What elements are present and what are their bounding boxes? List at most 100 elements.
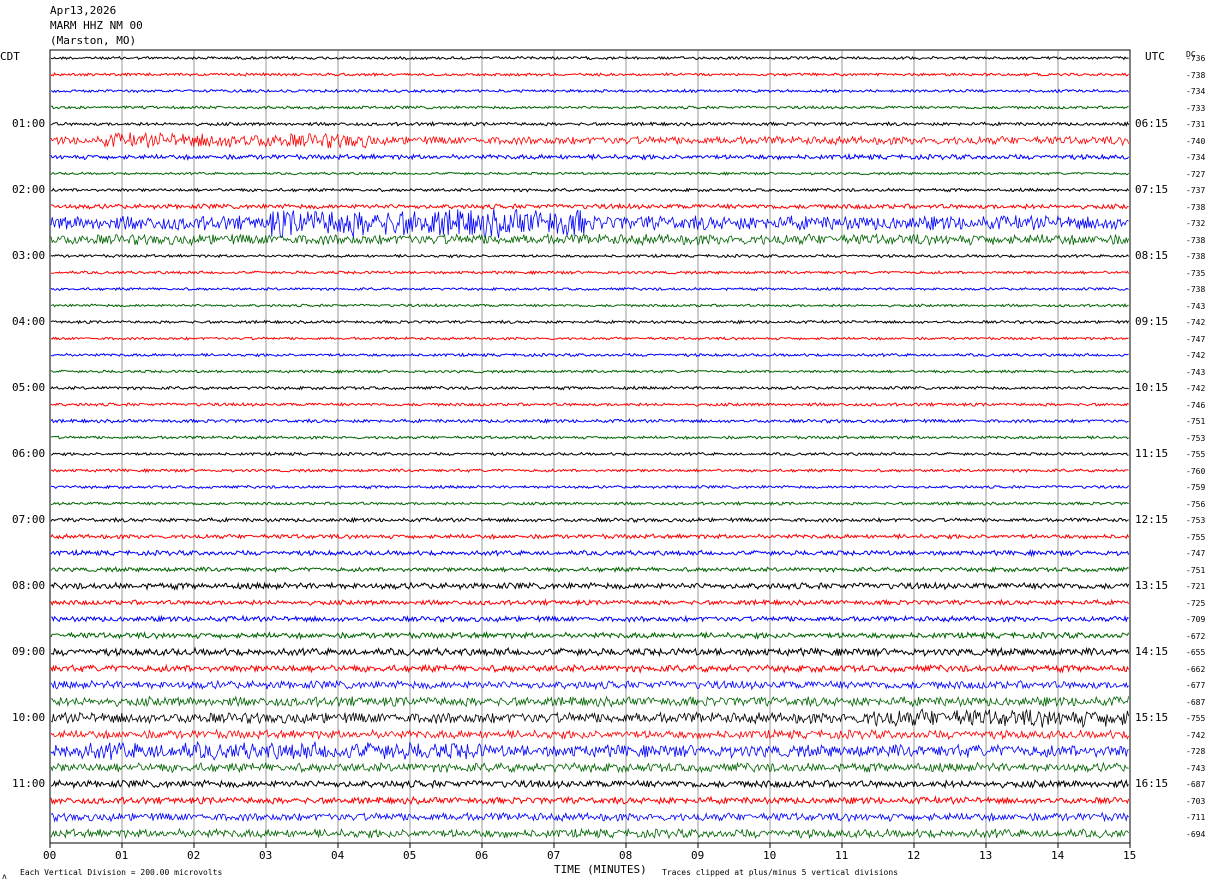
x-axis-title: TIME (MINUTES) (554, 863, 647, 876)
dc-offset-label: -747 (1186, 334, 1206, 344)
left-hour-label: 08:00 (12, 579, 46, 592)
trace-line (50, 811, 1129, 823)
left-hour-label: 01:00 (12, 117, 46, 130)
trace-line (50, 630, 1130, 641)
header-date: Apr13,2026 (50, 4, 117, 17)
dc-offset-label: -672 (1186, 631, 1206, 641)
dc-offset-label: -733 (1186, 103, 1206, 113)
dc-offset-label: -751 (1186, 565, 1206, 575)
x-tick-label: 03 (259, 849, 273, 862)
dc-offset-label: -709 (1186, 615, 1206, 624)
trace-line (50, 566, 1129, 574)
right-hour-label: 07:15 (1135, 183, 1169, 196)
dc-offset-label: -738 (1186, 202, 1206, 212)
right-hour-label: 12:15 (1135, 513, 1169, 526)
trace-line (50, 71, 1129, 78)
trace-line (50, 484, 1129, 490)
dc-offset-label: -760 (1186, 466, 1206, 476)
dc-offset-label: -755 (1186, 450, 1206, 459)
trace-line (50, 187, 1130, 193)
dc-offset-label: -742 (1186, 318, 1206, 327)
dc-offset-label: -738 (1186, 235, 1206, 245)
x-tick-label: 11 (835, 849, 849, 862)
corner-mark: ʌ (2, 872, 7, 881)
trace-line (50, 728, 1129, 741)
x-tick-label: 14 (1051, 849, 1065, 862)
trace-line (50, 55, 1129, 61)
dc-offset-label: -687 (1186, 780, 1206, 789)
dc-offset-label: -734 (1186, 153, 1206, 162)
trace-line (50, 336, 1129, 341)
right-hour-label: 13:15 (1135, 579, 1169, 592)
dc-offset-label: -755 (1186, 532, 1206, 542)
left-hour-label: 03:00 (12, 249, 46, 262)
trace-line (50, 401, 1129, 408)
trace-line (50, 253, 1129, 259)
trace-line (50, 105, 1129, 110)
trace-line (50, 171, 1129, 176)
x-tick-label: 06 (475, 849, 489, 862)
dc-offset-label: -662 (1186, 664, 1206, 674)
left-hour-label: 09:00 (12, 645, 46, 658)
trace-line (50, 208, 1129, 240)
dc-offset-label: -711 (1186, 813, 1206, 822)
left-hour-label: 02:00 (12, 183, 46, 196)
dc-offset-label: -734 (1186, 87, 1206, 96)
dc-header: DC (1186, 50, 1196, 59)
x-tick-label: 08 (619, 849, 633, 862)
trace-line (50, 614, 1129, 624)
trace-line (50, 202, 1129, 211)
left-hour-label: 07:00 (12, 513, 46, 526)
trace-line (50, 232, 1129, 247)
trace-line (50, 794, 1130, 806)
dc-offset-label: -655 (1186, 648, 1206, 657)
dc-offset-label: -756 (1186, 499, 1206, 509)
trace-line (50, 761, 1129, 774)
dc-offset-label: -732 (1186, 219, 1206, 228)
trace-line (50, 467, 1129, 474)
trace-line (50, 269, 1130, 276)
dc-offset-label: -742 (1186, 384, 1206, 393)
dc-offset-label: -727 (1186, 169, 1206, 179)
trace-line (50, 548, 1130, 558)
trace-line (50, 679, 1129, 691)
trace-line (50, 286, 1129, 292)
plot-frame (49, 49, 1131, 844)
trace-line (50, 435, 1129, 440)
trace-line (50, 708, 1129, 729)
dc-offset-label: -742 (1186, 730, 1206, 740)
header-location: (Marston, MO) (50, 34, 137, 47)
dc-offset-label: -743 (1186, 367, 1206, 377)
dc-offset-label: -755 (1186, 714, 1206, 723)
trace-line (50, 385, 1129, 391)
dc-offset-label: -743 (1186, 763, 1206, 773)
right-hour-label: 11:15 (1135, 447, 1169, 460)
trace-line (50, 516, 1129, 524)
dc-offset-label: -703 (1186, 796, 1206, 806)
dc-offset-label: -753 (1186, 516, 1206, 525)
dc-offset-label: -751 (1186, 417, 1206, 426)
dc-offset-label: -736 (1186, 54, 1206, 63)
dc-offset-label: -746 (1186, 400, 1206, 410)
trace-line (50, 740, 1129, 761)
header-station: MARM HHZ NM 00 (50, 19, 143, 32)
x-tick-label: 01 (115, 849, 129, 862)
right-hour-label: 15:15 (1135, 711, 1169, 724)
dc-offset-label: -728 (1186, 747, 1206, 756)
trace-line (50, 302, 1129, 308)
left-hour-label: 11:00 (12, 777, 46, 790)
dc-offset-label: -694 (1186, 829, 1206, 839)
dc-offset-label: -677 (1186, 681, 1206, 690)
trace-line (50, 581, 1130, 591)
x-tick-label: 09 (691, 849, 705, 862)
dc-offset-label: -737 (1186, 186, 1206, 195)
left-hour-label: 10:00 (12, 711, 46, 724)
dc-offset-label: -742 (1186, 351, 1206, 360)
dc-offset-label: -747 (1186, 549, 1206, 558)
scale-note: Each Vertical Division = 200.00 microvol… (20, 868, 223, 877)
right-timezone-label: UTC (1145, 50, 1165, 63)
trace-line (50, 663, 1130, 675)
trace-line (50, 369, 1129, 375)
left-hour-label: 06:00 (12, 447, 46, 460)
